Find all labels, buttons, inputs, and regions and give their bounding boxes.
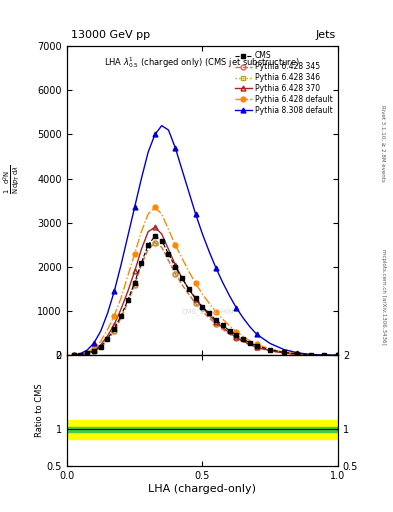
Text: CMS_2021_HIN: CMS_2021_HIN — [182, 308, 234, 315]
Text: 13000 GeV pp: 13000 GeV pp — [71, 30, 150, 40]
Text: Jets: Jets — [316, 30, 336, 40]
X-axis label: LHA (charged-only): LHA (charged-only) — [149, 483, 256, 494]
Text: $\frac{1}{\mathrm{N}}\frac{\mathrm{d}^2\mathrm{N}}{\mathrm{d}p_T\,\mathrm{d}\lam: $\frac{1}{\mathrm{N}}\frac{\mathrm{d}^2\… — [2, 164, 22, 194]
Text: Rivet 3.1.10, ≥ 2.8M events: Rivet 3.1.10, ≥ 2.8M events — [381, 105, 386, 182]
Text: LHA $\lambda^{1}_{0.5}$ (charged only) (CMS jet substructure): LHA $\lambda^{1}_{0.5}$ (charged only) (… — [105, 55, 300, 70]
Legend: CMS, Pythia 6.428 345, Pythia 6.428 346, Pythia 6.428 370, Pythia 6.428 default,: CMS, Pythia 6.428 345, Pythia 6.428 346,… — [232, 48, 336, 118]
Y-axis label: Ratio to CMS: Ratio to CMS — [35, 384, 44, 437]
Text: mcplots.cern.ch [arXiv:1306.3436]: mcplots.cern.ch [arXiv:1306.3436] — [381, 249, 386, 345]
